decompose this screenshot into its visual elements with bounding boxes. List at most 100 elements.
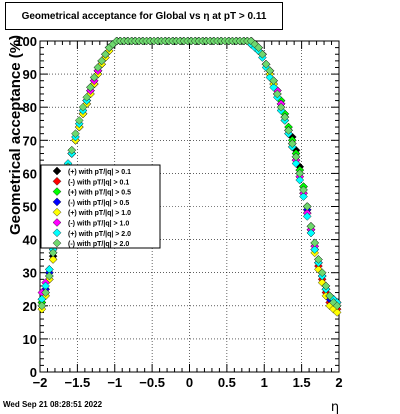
data-point	[291, 159, 301, 168]
legend-marker	[52, 166, 62, 176]
data-point	[306, 222, 316, 231]
data-point	[48, 255, 58, 264]
legend-label: (+) with pT/|q| > 1.0	[68, 210, 131, 217]
y-tick-label: 70	[23, 133, 37, 148]
x-tick-label: 0	[186, 375, 193, 390]
data-point	[332, 301, 342, 311]
legend-entry: (+) with pT/|q| > 2.0	[52, 228, 131, 238]
data-point	[332, 308, 342, 317]
x-tick-label: −0.5	[139, 375, 165, 390]
data-points	[37, 36, 342, 317]
data-point	[269, 76, 278, 86]
legend-box	[40, 164, 161, 249]
chart-title: Geometrical acceptance for Global vs η a…	[5, 2, 283, 30]
y-tick-label: 90	[23, 67, 37, 82]
data-point	[71, 129, 80, 138]
data-point	[295, 175, 305, 185]
legend-entry: (+) with pT/|q| > 0.5	[52, 187, 131, 197]
data-point	[269, 83, 278, 92]
legend-marker	[52, 187, 62, 196]
data-point	[48, 248, 58, 258]
legend-entry: (-) with pT/|q| > 2.0	[52, 238, 129, 248]
data-point	[280, 112, 290, 122]
data-point	[258, 49, 267, 59]
x-axis-label: η	[331, 400, 339, 414]
data-point	[276, 102, 286, 112]
y-tick-label: 100	[15, 34, 37, 49]
legend-label: (-) with pT/|q| > 2.0	[68, 241, 129, 248]
legend-marker	[52, 228, 62, 238]
data-point	[78, 102, 88, 112]
y-tick-label: 0	[30, 365, 37, 380]
y-tick-label: 80	[23, 100, 37, 115]
data-point	[317, 268, 327, 277]
legend-entry: (+) with pT/|q| > 0.1	[52, 166, 131, 176]
data-point	[89, 73, 99, 82]
legend-label: (+) with pT/|q| > 2.0	[68, 231, 131, 238]
legend-entry: (-) with pT/|q| > 0.5	[52, 197, 129, 207]
y-tick-label: 60	[23, 166, 37, 181]
y-tick-label: 40	[23, 233, 37, 248]
data-point	[74, 116, 84, 125]
data-point	[299, 185, 308, 195]
data-point	[329, 298, 338, 307]
data-point	[82, 92, 92, 102]
data-point	[67, 145, 77, 155]
data-point	[310, 238, 319, 248]
legend-marker	[52, 177, 62, 186]
legend-label: (-) with pT/|q| > 1.0	[68, 221, 129, 228]
data-point	[265, 66, 275, 76]
data-point	[284, 126, 293, 135]
data-point	[93, 63, 103, 72]
data-point	[287, 139, 297, 148]
data-point	[261, 59, 271, 69]
y-tick-label: 30	[23, 266, 37, 281]
data-point	[273, 89, 282, 99]
data-point	[321, 281, 331, 291]
timestamp: Wed Sep 21 08:28:51 2022	[3, 400, 103, 409]
data-point	[246, 36, 256, 46]
legend-entry: (-) with pT/|q| > 1.0	[52, 218, 129, 228]
series-7	[37, 36, 342, 311]
y-axis-label: Geometrical acceptance (%)	[7, 35, 24, 235]
data-point	[299, 192, 308, 201]
x-tick-label: 2	[335, 375, 342, 390]
legend-entry: (+) with pT/|q| > 1.0	[52, 207, 131, 217]
data-point	[101, 49, 110, 59]
data-point	[45, 271, 54, 281]
x-tick-label: 0.5	[218, 375, 236, 390]
data-point	[314, 255, 323, 264]
legend: (+) with pT/|q| > 0.1 (-) with pT/|q| > 0…	[40, 164, 161, 249]
data-point	[310, 245, 319, 254]
data-point	[314, 265, 323, 274]
data-point	[302, 212, 312, 221]
legend-label: (+) with pT/|q| > 0.1	[68, 169, 131, 176]
legend-marker	[52, 197, 62, 207]
x-tick-label: 1.5	[293, 375, 311, 390]
legend-label: (-) with pT/|q| > 0.5	[68, 200, 129, 207]
data-point	[325, 291, 334, 301]
x-tick-label: 1	[261, 375, 268, 390]
legend-label: (+) with pT/|q| > 0.5	[68, 190, 131, 197]
data-point	[254, 43, 263, 52]
legend-marker	[52, 238, 62, 248]
legend-label: (-) with pT/|q| > 0.1	[68, 179, 129, 186]
legend-marker	[52, 207, 62, 217]
data-point	[41, 288, 50, 297]
y-tick-label: 50	[23, 200, 37, 215]
data-point	[302, 202, 312, 211]
data-point	[37, 301, 47, 311]
data-point	[295, 169, 305, 178]
data-point	[97, 56, 106, 66]
y-tick-label: 10	[23, 332, 37, 347]
data-point	[291, 152, 301, 162]
x-tick-label: −1.5	[65, 375, 91, 390]
data-point	[306, 228, 316, 238]
data-point	[86, 83, 95, 92]
x-tick-label: −2	[33, 375, 48, 390]
x-tick-label: −1	[107, 375, 122, 390]
legend-entry: (-) with pT/|q| > 0.1	[52, 177, 129, 186]
y-tick-label: 20	[23, 299, 37, 314]
legend-marker	[52, 218, 62, 227]
